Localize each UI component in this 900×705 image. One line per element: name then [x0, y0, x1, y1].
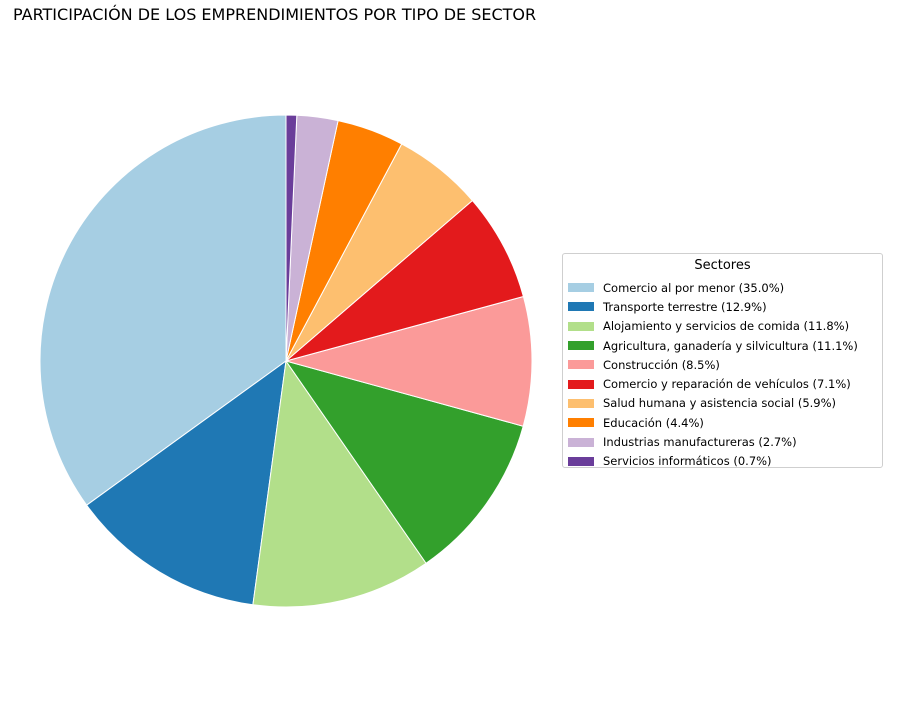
legend-swatch	[568, 437, 594, 447]
legend-label: Educación (4.4%)	[603, 415, 704, 430]
chart-title: PARTICIPACIÓN DE LOS EMPRENDIMIENTOS POR…	[13, 5, 537, 24]
legend-label: Agricultura, ganadería y silvicultura (1…	[603, 338, 858, 353]
legend-label: Servicios informáticos (0.7%)	[603, 454, 772, 469]
pie-slice-transporte-terrestre	[86, 360, 287, 606]
pie-slice-comercio-al-por-menor	[39, 114, 287, 506]
legend-item-comercio-y-reparacion-de-vehiculos: Comercio y reparación de vehículos (7.1%…	[568, 374, 878, 393]
legend-items: Comercio al por menor (35.0%) Transporte …	[568, 278, 878, 471]
legend-swatch	[568, 283, 594, 293]
pie-slice-comercio-y-reparacion-de-vehiculos	[285, 199, 524, 362]
legend-item-educacion: Educación (4.4%)	[568, 413, 878, 432]
legend-item-transporte-terrestre: Transporte terrestre (12.9%)	[568, 297, 878, 316]
legend-label: Alojamiento y servicios de comida (11.8%…	[603, 319, 850, 334]
legend-label: Industrias manufactureras (2.7%)	[603, 435, 797, 450]
legend-item-comercio-al-por-menor: Comercio al por menor (35.0%)	[568, 278, 878, 297]
legend-label: Salud humana y asistencia social (5.9%)	[603, 396, 837, 411]
legend-item-agricultura-ganaderia-y-silvicultura: Agricultura, ganadería y silvicultura (1…	[568, 336, 878, 355]
legend-label: Comercio al por menor (35.0%)	[603, 280, 785, 295]
pie-slice-agricultura-ganaderia-y-silvicultura	[285, 360, 524, 564]
legend: Sectores Comercio al por menor (35.0%) Tr…	[562, 253, 883, 468]
legend-swatch	[568, 456, 594, 466]
legend-label: Transporte terrestre (12.9%)	[603, 299, 767, 314]
legend-item-salud-humana-y-asistencia-social: Salud humana y asistencia social (5.9%)	[568, 394, 878, 413]
pie-slice-alojamiento-y-servicios-de-comida	[252, 360, 427, 608]
pie-slice-servicios-informaticos	[285, 114, 298, 362]
legend-item-construccion: Construcción (8.5%)	[568, 355, 878, 374]
legend-item-industrias-manufactureras: Industrias manufactureras (2.7%)	[568, 432, 878, 451]
legend-title: Sectores	[694, 258, 751, 273]
legend-swatch	[568, 341, 594, 351]
legend-swatch	[568, 360, 594, 370]
legend-item-alojamiento-y-servicios-de-comida: Alojamiento y servicios de comida (11.8%…	[568, 317, 878, 336]
legend-swatch	[568, 379, 594, 389]
legend-label: Comercio y reparación de vehículos (7.1%…	[603, 377, 851, 392]
legend-swatch	[568, 398, 594, 408]
legend-item-servicios-informaticos: Servicios informáticos (0.7%)	[568, 452, 878, 471]
pie-slice-construccion	[285, 296, 533, 427]
legend-swatch	[568, 321, 594, 331]
legend-label: Construcción (8.5%)	[603, 357, 720, 372]
legend-swatch	[568, 418, 594, 428]
legend-swatch	[568, 302, 594, 312]
